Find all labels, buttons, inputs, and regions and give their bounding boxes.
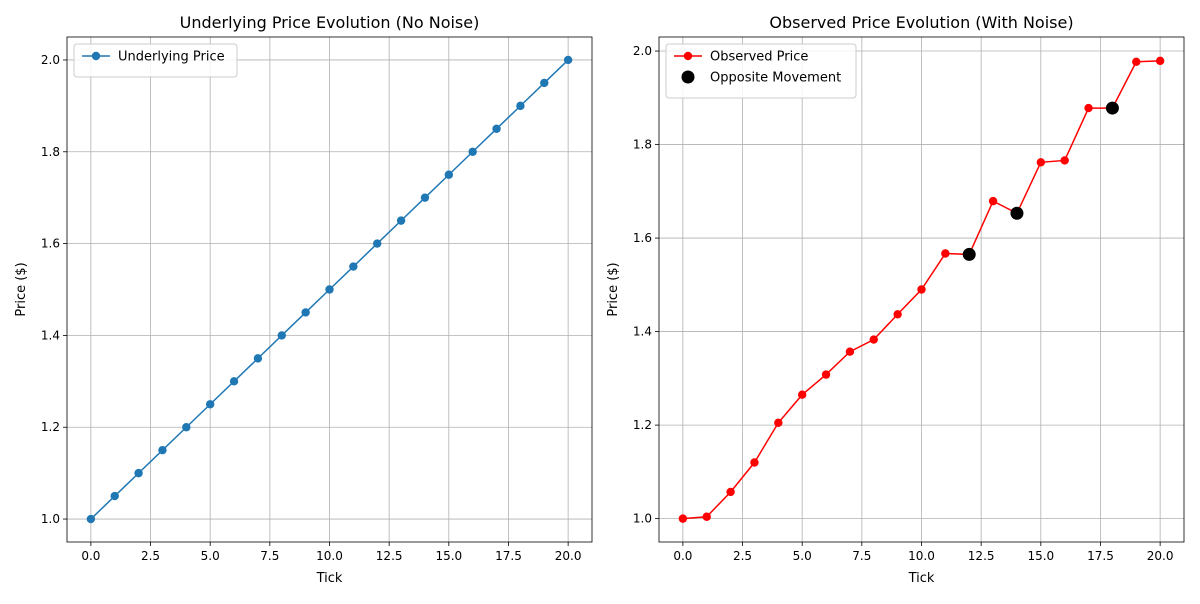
legend-box <box>665 43 857 99</box>
y-tick-label: 1.0 <box>41 512 60 526</box>
data-point <box>516 101 525 111</box>
legend-marker <box>683 51 693 61</box>
data-point <box>110 491 119 501</box>
x-tick-label: 10.0 <box>316 549 343 563</box>
data-point <box>845 347 855 356</box>
data-point <box>988 196 998 206</box>
chart-title: Observed Price Evolution (With Noise) <box>769 13 1073 32</box>
data-point <box>869 335 878 344</box>
data-point <box>205 400 215 409</box>
data-point <box>797 390 807 399</box>
data-point <box>678 514 688 523</box>
x-axis-label: Tick <box>316 571 343 586</box>
data-point <box>229 377 239 386</box>
axes-frame <box>658 36 1185 543</box>
y-tick-label: 1.4 <box>633 325 652 339</box>
legend: Observed Price Opposite Movement <box>665 43 857 99</box>
x-axis-label: Tick <box>908 571 935 586</box>
x-tick-label: 10.0 <box>908 549 935 563</box>
highlight-point <box>1105 101 1119 115</box>
data-point <box>253 354 263 363</box>
data-point <box>702 512 711 521</box>
data-point <box>821 370 831 379</box>
data-point <box>468 147 477 156</box>
data-point <box>540 78 549 88</box>
axes-frame <box>66 36 593 543</box>
data-point <box>1036 158 1046 167</box>
x-tick-label: 15.0 <box>435 549 462 563</box>
data-point <box>444 170 454 179</box>
legend-label: Opposite Movement <box>710 71 841 86</box>
x-tick-label: 15.0 <box>1027 549 1054 563</box>
x-tick-label: 5.0 <box>793 549 812 563</box>
x-tick-label: 20.0 <box>555 549 582 563</box>
x-tick-label: 0.0 <box>673 549 692 563</box>
y-tick-label: 1.2 <box>41 420 60 434</box>
data-point <box>1132 57 1141 66</box>
data-point <box>492 124 501 134</box>
legend-label: Observed Price <box>710 50 808 65</box>
y-axis-label: Price ($) <box>606 262 621 316</box>
data-point <box>86 514 96 524</box>
legend-box <box>73 43 238 78</box>
x-tick-label: 5.0 <box>201 549 220 563</box>
y-tick-label: 1.6 <box>41 237 60 251</box>
y-axis-label: Price ($) <box>14 262 29 316</box>
legend-label: Underlying Price <box>118 50 225 65</box>
highlight-point <box>962 247 976 261</box>
subplot-1: 0.0 2.5 5.0 7.5 10.0 12.5 15.0 17.5 20.0 1.0 1.2 1.… <box>14 13 593 586</box>
data-point <box>158 445 167 455</box>
x-tick-label: 12.5 <box>376 549 403 563</box>
data-point <box>420 193 430 202</box>
x-tick-label: 20.0 <box>1147 549 1174 563</box>
legend: Underlying Price <box>73 43 238 78</box>
data-point <box>726 487 735 497</box>
data-point <box>750 458 759 467</box>
y-tick-label: 1.4 <box>41 328 60 342</box>
highlight-point <box>1010 206 1024 220</box>
y-tick-label: 1.2 <box>633 418 652 432</box>
data-point <box>182 423 191 432</box>
data-point <box>134 468 143 478</box>
x-tick-label: 12.5 <box>968 549 995 563</box>
y-tick-label: 2.0 <box>41 53 60 67</box>
y-tick-label: 1.0 <box>633 512 652 526</box>
x-tick-label: 0.0 <box>81 549 100 563</box>
legend-marker <box>681 70 695 84</box>
x-tick-label: 7.5 <box>260 549 279 563</box>
data-point <box>396 216 406 225</box>
data-point <box>774 418 783 427</box>
chart-title: Underlying Price Evolution (No Noise) <box>180 13 480 32</box>
y-tick-label: 1.8 <box>633 138 652 152</box>
data-point <box>325 285 334 294</box>
data-point <box>301 308 310 317</box>
subplot-2: 0.0 2.5 5.0 7.5 10.0 12.5 15.0 17.5 20.0 1.0 1.2 1.… <box>606 13 1185 586</box>
x-tick-label: 2.5 <box>733 549 752 563</box>
data-point <box>1060 156 1069 165</box>
x-tick-label: 7.5 <box>852 549 871 563</box>
y-tick-label: 2.0 <box>633 44 652 58</box>
legend-marker <box>91 51 101 61</box>
data-point <box>349 262 358 271</box>
x-tick-label: 17.5 <box>1087 549 1114 563</box>
data-point <box>917 285 926 294</box>
y-tick-label: 1.8 <box>41 145 60 159</box>
data-point <box>1155 56 1165 66</box>
data-point <box>893 310 902 319</box>
data-point <box>941 249 950 258</box>
x-tick-label: 17.5 <box>495 549 522 563</box>
x-tick-label: 2.5 <box>141 549 160 563</box>
data-point <box>277 331 286 340</box>
data-point <box>1084 103 1093 113</box>
data-point <box>373 239 382 248</box>
y-tick-label: 1.6 <box>633 231 652 245</box>
data-point <box>563 55 573 65</box>
